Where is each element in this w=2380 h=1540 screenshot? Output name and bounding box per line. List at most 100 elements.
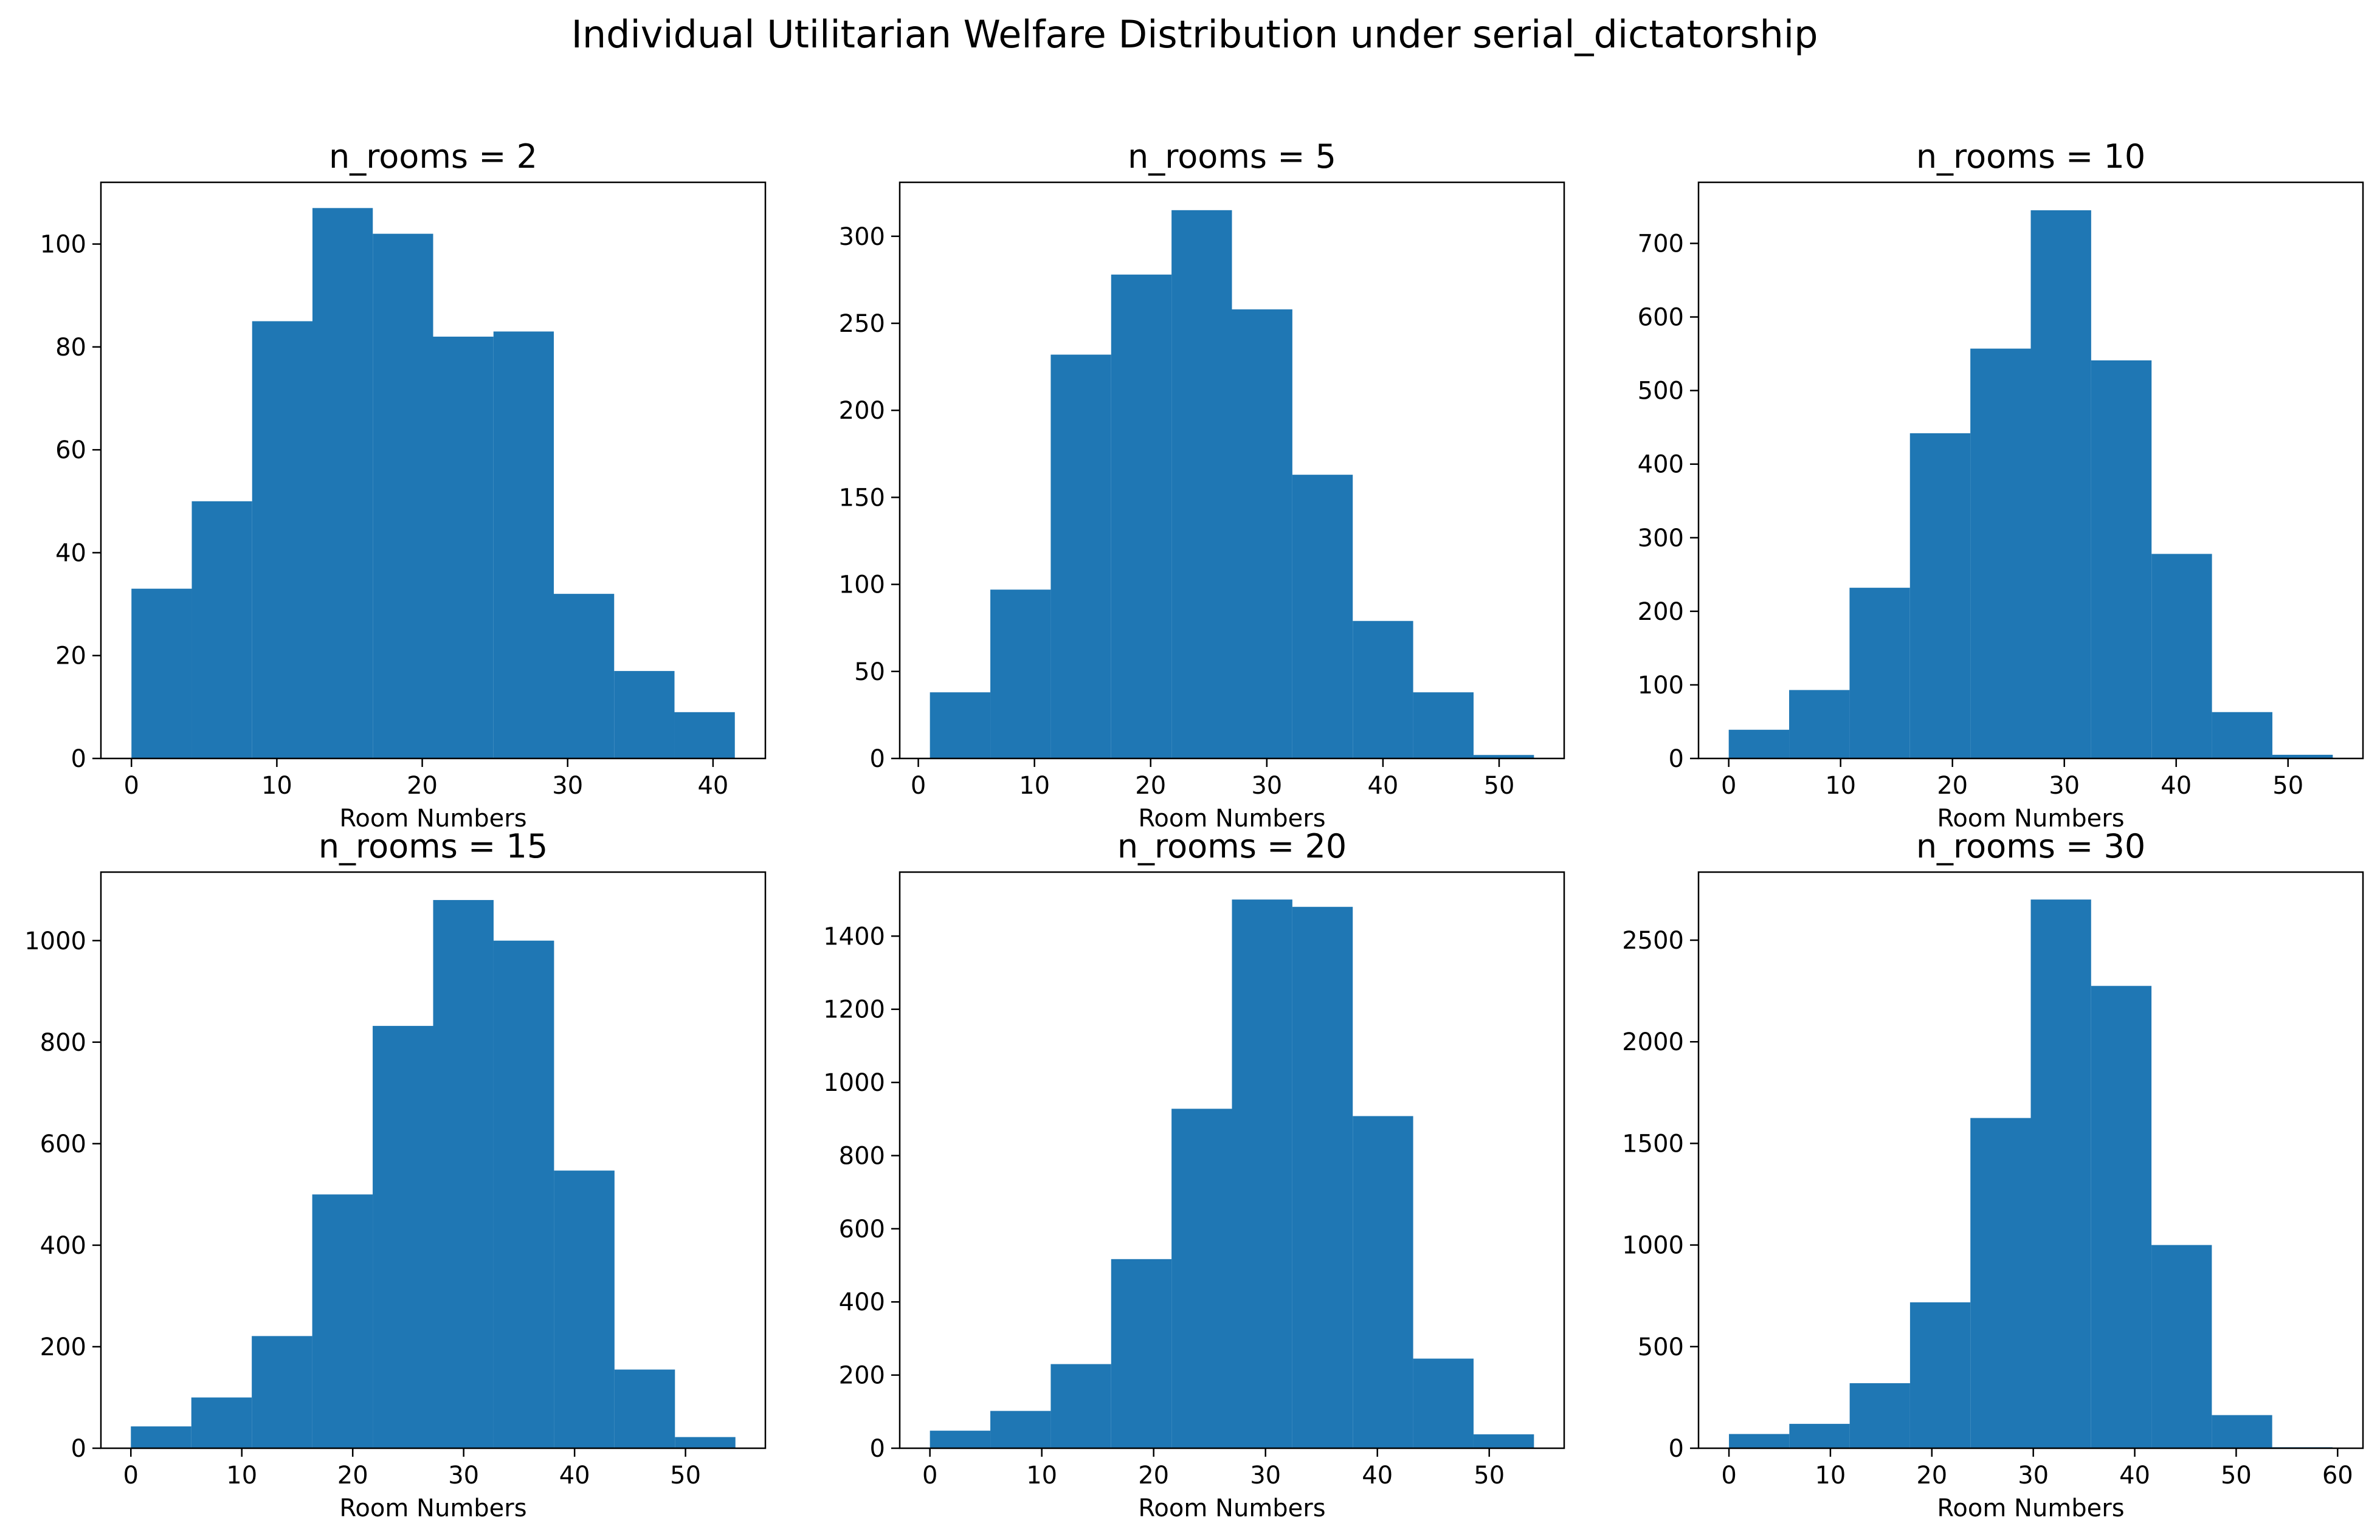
y-tick-label: 1000 bbox=[24, 927, 86, 955]
panel-title: n_rooms = 5 bbox=[1128, 137, 1336, 176]
x-tick-label: 20 bbox=[337, 1462, 368, 1490]
y-tick-label: 400 bbox=[40, 1232, 86, 1260]
y-tick-label: 1000 bbox=[823, 1069, 885, 1097]
histogram-bar bbox=[614, 1369, 675, 1448]
histogram-bar bbox=[131, 588, 192, 758]
histogram-bar bbox=[2030, 210, 2091, 758]
histogram-bar bbox=[674, 712, 735, 758]
histogram-panel: 0 10 20 30 40 50 0 200 400 600 800 1000 1200 1400 n_ro… bbox=[823, 827, 1565, 1522]
histogram-panel: 0 10 20 30 40 500100200300400500600700n_rooms… bbox=[1638, 137, 2364, 833]
histogram-bar bbox=[1413, 692, 1474, 758]
x-tick-label: 50 bbox=[1474, 1462, 1505, 1490]
histogram-bar bbox=[433, 336, 494, 758]
histogram-bar bbox=[1849, 588, 1910, 758]
panel-title: n_rooms = 10 bbox=[1916, 137, 2145, 176]
histogram-bar bbox=[2091, 986, 2152, 1448]
histogram-bar bbox=[2030, 899, 2091, 1448]
x-tick-label: 40 bbox=[1367, 772, 1398, 800]
histogram-bar bbox=[930, 1431, 991, 1448]
histogram-bar bbox=[433, 899, 494, 1448]
bars bbox=[930, 899, 1534, 1448]
histogram-bar bbox=[1729, 1434, 1790, 1448]
histogram-bar bbox=[1849, 1383, 1910, 1448]
x-tick-label: 20 bbox=[407, 772, 438, 800]
y-tick-label: 250 bbox=[839, 310, 885, 338]
histogram-bar bbox=[554, 1170, 615, 1448]
bars bbox=[131, 899, 736, 1448]
x-tick-label: 0 bbox=[1721, 1462, 1736, 1490]
histogram-bar bbox=[1111, 1259, 1172, 1448]
histogram-bar bbox=[1970, 348, 2031, 758]
y-tick-label: 100 bbox=[40, 231, 86, 259]
axes-frame bbox=[899, 181, 1565, 760]
histogram-panel: 0 10 20 30 40 50 0 50 100 150 200 250 300 n_rooms = 5… bbox=[839, 137, 1565, 833]
x-tick-label: 30 bbox=[2018, 1462, 2049, 1490]
x-tick-label: 10 bbox=[1825, 772, 1856, 800]
y-tick-label: 200 bbox=[839, 1362, 885, 1390]
x-tick-label: 10 bbox=[1026, 1462, 1057, 1490]
x-axis-label: Room Numbers bbox=[339, 1494, 526, 1522]
x-tick-label: 30 bbox=[552, 772, 583, 800]
y-tick-label: 1400 bbox=[823, 923, 885, 950]
y-tick-label: 40 bbox=[55, 539, 86, 567]
histogram-bar bbox=[614, 671, 675, 758]
histogram-panel: 0 10 20 30 40 0 20 40 60 80 100 n_rooms = 2 Room Num… bbox=[40, 137, 767, 833]
y-tick-label: 200 bbox=[40, 1333, 86, 1361]
y-tick-label: 80 bbox=[55, 334, 86, 362]
histogram-bar bbox=[312, 1194, 373, 1448]
histogram-panel: 0 10 20 30 40 50 0 200 400 600 800 1000 n_rooms = 15… bbox=[24, 827, 767, 1522]
histogram-bar bbox=[2212, 712, 2272, 758]
histogram-bar bbox=[1050, 1364, 1111, 1448]
y-tick-label: 600 bbox=[40, 1130, 86, 1158]
y-tick-label: 300 bbox=[839, 223, 885, 251]
x-tick-label: 0 bbox=[922, 1462, 937, 1490]
histogram-bar bbox=[191, 501, 252, 758]
x-tick-label: 10 bbox=[1019, 772, 1050, 800]
axes-frame bbox=[100, 181, 767, 760]
histogram-bar bbox=[1909, 1302, 1971, 1448]
x-tick-label: 0 bbox=[123, 1462, 139, 1490]
histogram-bar bbox=[1413, 1358, 1474, 1448]
y-tick-label: 2000 bbox=[1622, 1028, 1684, 1056]
bars bbox=[930, 210, 1534, 758]
x-tick-label: 30 bbox=[1251, 772, 1282, 800]
x-tick-label: 0 bbox=[1721, 772, 1736, 800]
histogram-bar bbox=[1473, 755, 1534, 758]
histogram-bar bbox=[1909, 433, 1971, 758]
y-tick-label: 100 bbox=[1638, 672, 1684, 700]
histogram-bar bbox=[1473, 1434, 1534, 1448]
x-axis-label: Room Numbers bbox=[1138, 805, 1325, 833]
x-axis-label: Room Numbers bbox=[1937, 1494, 2124, 1522]
x-tick-label: 20 bbox=[1916, 1462, 1947, 1490]
histogram-bar bbox=[1050, 354, 1111, 758]
x-tick-label: 50 bbox=[2272, 772, 2303, 800]
x-tick-label: 40 bbox=[2119, 1462, 2150, 1490]
x-tick-label: 40 bbox=[697, 772, 728, 800]
bars bbox=[1728, 210, 2333, 758]
panel-title: n_rooms = 15 bbox=[319, 827, 548, 865]
y-tick-label: 150 bbox=[839, 484, 885, 512]
y-tick-label: 100 bbox=[839, 571, 885, 599]
axes-frame bbox=[899, 871, 1565, 1449]
histogram-bar bbox=[2151, 1245, 2212, 1448]
y-tick-label: 300 bbox=[1638, 524, 1684, 552]
y-tick-label: 1000 bbox=[1622, 1232, 1684, 1260]
histogram-bar bbox=[990, 590, 1051, 758]
y-tick-label: 60 bbox=[55, 436, 86, 464]
x-tick-label: 50 bbox=[670, 1462, 701, 1490]
y-tick-label: 600 bbox=[1638, 304, 1684, 332]
y-tick-label: 500 bbox=[1638, 1333, 1684, 1361]
y-tick-label: 1500 bbox=[1622, 1130, 1684, 1158]
histogram-bar bbox=[1171, 1109, 1232, 1448]
y-tick-label: 20 bbox=[55, 642, 86, 670]
x-tick-label: 20 bbox=[1138, 1462, 1169, 1490]
histogram-bar bbox=[2151, 554, 2212, 758]
y-tick-label: 600 bbox=[839, 1215, 885, 1243]
panel-title: n_rooms = 30 bbox=[1916, 827, 2145, 865]
histogram-panel: 0 10 20 30 40 50 60 0 500 1000 1500 2000 2500 n_rooms… bbox=[1622, 827, 2364, 1522]
axes-frame bbox=[1697, 181, 2364, 760]
histogram-bar bbox=[493, 940, 554, 1448]
histogram-bar bbox=[252, 321, 312, 758]
x-tick-label: 40 bbox=[1362, 1462, 1393, 1490]
histogram-bar bbox=[493, 331, 554, 758]
